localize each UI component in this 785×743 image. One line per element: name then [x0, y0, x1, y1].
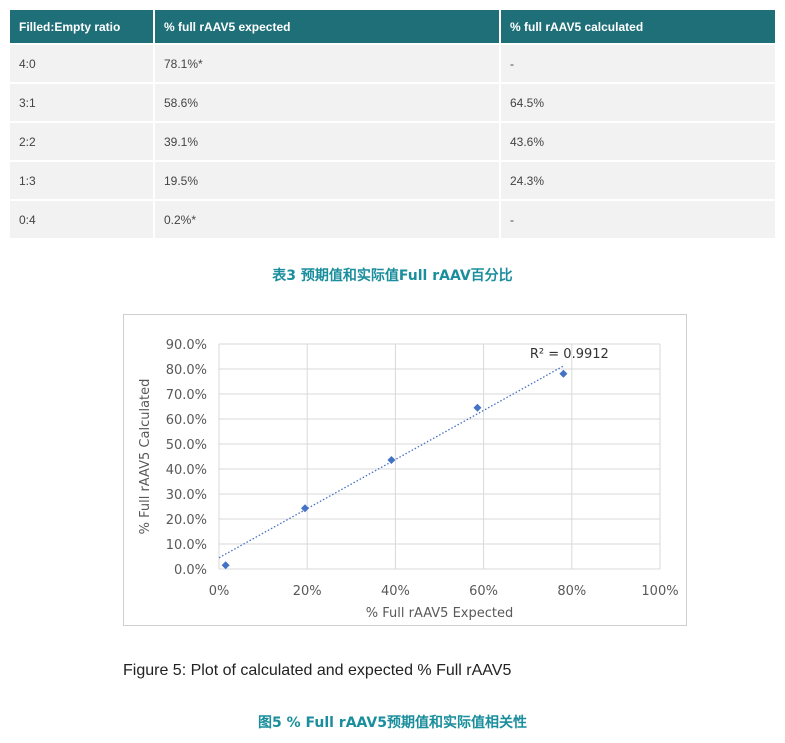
x-tick-label: 20%: [293, 584, 322, 599]
table-row: 0:4 0.2%* -: [10, 199, 777, 238]
table-cell: 0.2%*: [154, 199, 501, 238]
scatter-chart: 0.0% 10.0% 20.0% 30.0% 40.0% 50.0% 60.0% 70.0% 8…: [138, 338, 679, 621]
table-row: 4:0 78.1%* -: [10, 43, 777, 83]
table-cell: 3:1: [10, 82, 155, 122]
data-point: [221, 561, 230, 570]
data-table: Filled:Empty ratio % full rAAV5 expected…: [10, 10, 777, 238]
table-cell: 24.3%: [500, 160, 777, 200]
table-cell: 19.5%: [154, 160, 501, 200]
table-cell: -: [500, 43, 777, 83]
chart-container: 0.0% 10.0% 20.0% 30.0% 40.0% 50.0% 60.0% 70.0% 8…: [123, 314, 687, 626]
table-header-row: Filled:Empty ratio % full rAAV5 expected…: [10, 10, 777, 44]
r-squared-annotation: R² = 0.9912: [530, 347, 609, 362]
table-cell: 64.5%: [500, 82, 777, 122]
y-axis-label: % Full rAAV5 Calculated: [138, 379, 153, 535]
column-header: % full rAAV5 calculated: [500, 10, 777, 44]
table-cell: 0:4: [10, 199, 155, 238]
x-tick-label: 0%: [209, 584, 230, 599]
table-cell: 4:0: [10, 43, 155, 83]
table-caption: 表3 预期值和实际值Full rAAV百分比: [272, 268, 513, 284]
y-tick-label: 60.0%: [166, 413, 207, 428]
x-tick-label: 100%: [641, 584, 678, 599]
table-cell: 58.6%: [154, 82, 501, 122]
x-tick-label: 80%: [557, 584, 586, 599]
data-point: [473, 403, 482, 412]
data-point: [300, 504, 309, 513]
column-header: Filled:Empty ratio: [10, 10, 155, 44]
y-tick-label: 0.0%: [174, 563, 207, 578]
y-tick-label: 90.0%: [166, 338, 207, 353]
x-tick-label: 40%: [381, 584, 410, 599]
y-tick-label: 80.0%: [166, 363, 207, 378]
table-cell: 78.1%*: [154, 43, 501, 83]
table-cell: 2:2: [10, 121, 155, 161]
data-point: [387, 456, 396, 464]
figure-caption-english: Figure 5: Plot of calculated and expecte…: [123, 662, 512, 679]
table-cell: 39.1%: [154, 121, 501, 161]
table-row: 2:2 39.1% 43.6%: [10, 121, 777, 161]
y-tick-label: 70.0%: [166, 388, 207, 403]
table-cell: -: [500, 199, 777, 238]
data-point: [559, 369, 568, 378]
y-tick-label: 50.0%: [166, 438, 207, 453]
y-tick-label: 30.0%: [166, 488, 207, 503]
x-tick-label: 60%: [469, 584, 498, 599]
table-row: 1:3 19.5% 24.3%: [10, 160, 777, 200]
y-tick-label: 20.0%: [166, 513, 207, 528]
figure-caption-chinese: 图5 % Full rAAV5预期值和实际值相关性: [257, 715, 528, 731]
table-cell: 1:3: [10, 160, 155, 200]
column-header: % full rAAV5 expected: [154, 10, 501, 44]
y-tick-label: 10.0%: [166, 538, 207, 553]
y-tick-label: 40.0%: [166, 463, 207, 478]
x-axis-label: % Full rAAV5 Expected: [366, 606, 513, 621]
table-cell: 43.6%: [500, 121, 777, 161]
table-row: 3:1 58.6% 64.5%: [10, 82, 777, 122]
